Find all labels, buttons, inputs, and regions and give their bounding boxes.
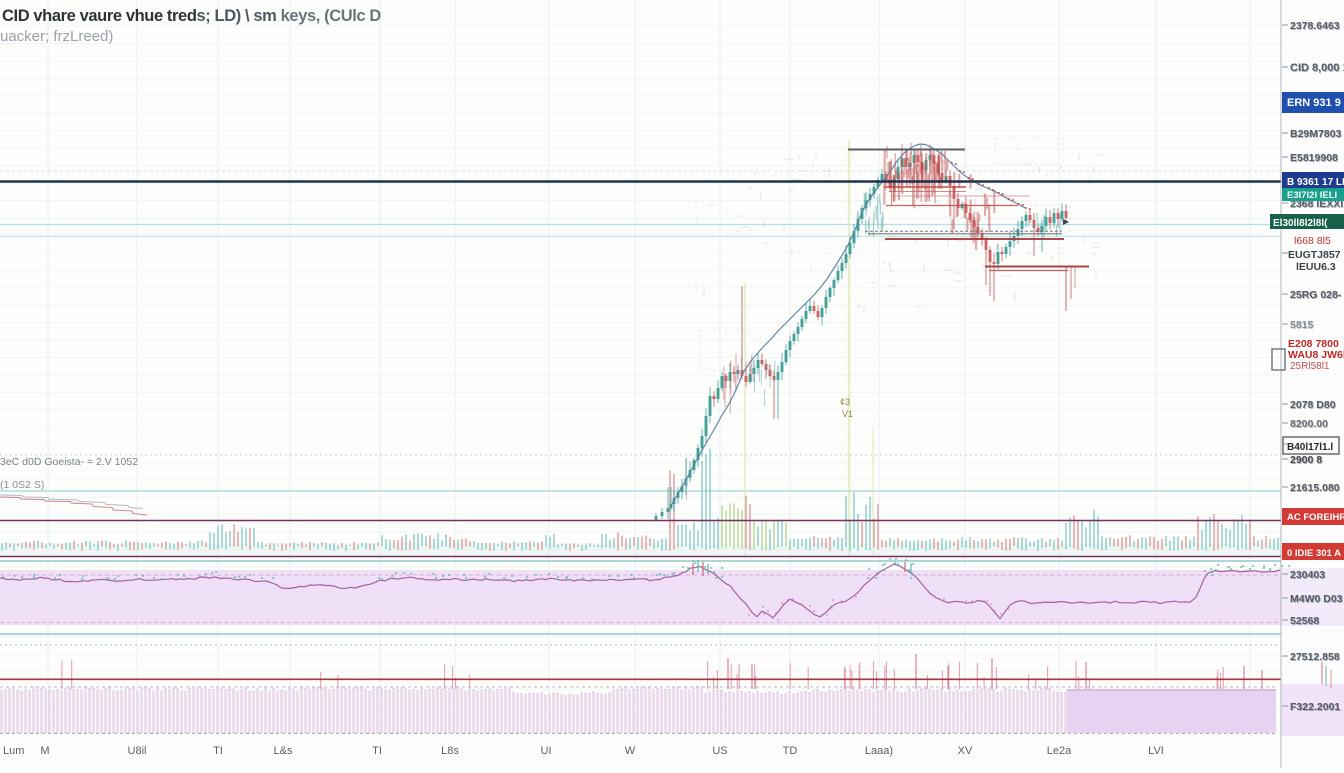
svg-text:E208 7800: E208 7800 (1288, 338, 1339, 350)
svg-text:LVI: LVI (1148, 745, 1164, 757)
svg-text:TI: TI (372, 745, 382, 757)
svg-text:CID 8,000 1: CID 8,000 1 (1290, 62, 1344, 74)
svg-text:l668 8l5: l668 8l5 (1294, 235, 1331, 247)
svg-text:25RG 028-: 25RG 028- (1291, 290, 1343, 302)
svg-text:AC FORElHR: AC FORElHR (1287, 512, 1344, 523)
svg-text:21615.080: 21615.080 (1290, 482, 1340, 494)
svg-text:2378.6463: 2378.6463 (1291, 21, 1341, 33)
svg-text:8200.00: 8200.00 (1291, 419, 1329, 431)
svg-text:E5819908: E5819908 (1291, 153, 1339, 165)
svg-text:0 IDlE 301 A: 0 IDlE 301 A (1287, 548, 1341, 559)
svg-text:El30ll8l2l8l(: El30ll8l2l8l( (1273, 218, 1328, 229)
svg-text:M4W0 D03: M4W0 D03 (1291, 594, 1344, 606)
svg-text:EUGTJ857: EUGTJ857 (1288, 249, 1341, 261)
svg-text:2900 8: 2900 8 (1290, 454, 1322, 466)
svg-text:XV: XV (958, 745, 973, 757)
svg-text:230403: 230403 (1290, 569, 1325, 581)
svg-text:CID vhare vaure vhue treds; LD: CID vhare vaure vhue treds; LD) \ sm key… (2, 7, 381, 25)
svg-text:L&s: L&s (274, 745, 293, 757)
svg-text:B29M7803: B29M7803 (1291, 129, 1343, 141)
svg-text:L8s: L8s (441, 745, 459, 757)
svg-text:52568: 52568 (1291, 616, 1320, 628)
svg-text:F322.2001: F322.2001 (1291, 702, 1341, 714)
svg-text:Le2a: Le2a (1047, 745, 1072, 757)
svg-text:B 9361 17 LE: B 9361 17 LE (1287, 177, 1344, 188)
svg-text:CID 8,000 1: CID 8,000 1 (1291, 63, 1344, 75)
svg-text:M: M (40, 745, 49, 757)
svg-text:TI: TI (213, 745, 223, 757)
svg-text:2900 8: 2900 8 (1291, 455, 1323, 467)
svg-text:UI: UI (541, 745, 552, 757)
svg-text:5815: 5815 (1290, 319, 1314, 331)
svg-text:2078 D80: 2078 D80 (1291, 400, 1337, 412)
svg-text:E3l7l2l lELl: E3l7l2l lELl (1287, 190, 1337, 201)
svg-text:5815: 5815 (1291, 320, 1315, 332)
svg-text:US: US (712, 745, 727, 757)
svg-text:27512.858: 27512.858 (1290, 651, 1340, 663)
svg-text:WAU8 JW6l5: WAU8 JW6l5 (1288, 349, 1344, 361)
svg-text:2368 lEXXl: 2368 lEXXl (1291, 199, 1344, 211)
svg-text:W: W (625, 745, 636, 757)
svg-text:52568: 52568 (1290, 615, 1319, 627)
svg-text:21615.080: 21615.080 (1291, 483, 1341, 495)
svg-text:25Rl58l1: 25Rl58l1 (1290, 361, 1330, 372)
svg-text:V1: V1 (842, 409, 853, 419)
svg-text:uacker; frzLreed): uacker; frzLreed) (0, 28, 113, 45)
svg-text:ERN 931 9: ERN 931 9 (1287, 97, 1341, 109)
svg-text:E5819908: E5819908 (1290, 152, 1338, 164)
svg-text:(1 0S2 S): (1 0S2 S) (0, 479, 44, 491)
svg-text:F322.2001: F322.2001 (1290, 701, 1340, 713)
svg-text:230403: 230403 (1291, 570, 1326, 582)
svg-text:Lum: Lum (3, 745, 24, 757)
svg-text:2378.6463: 2378.6463 (1290, 20, 1340, 32)
svg-text:B29M7803: B29M7803 (1290, 128, 1342, 140)
svg-text:8200.00: 8200.00 (1290, 418, 1328, 430)
svg-text:Laaa): Laaa) (865, 745, 893, 757)
svg-text:U8il: U8il (128, 745, 147, 757)
svg-text:TD: TD (783, 745, 798, 757)
svg-text:¢3: ¢3 (840, 397, 850, 407)
svg-text:3eC d0D Goeista- = 2.V 1052: 3eC d0D Goeista- = 2.V 1052 (0, 456, 138, 468)
svg-text:B40l17l1.l: B40l17l1.l (1287, 442, 1333, 453)
svg-text:25RG 028-: 25RG 028- (1290, 289, 1342, 301)
svg-text:2078 D80: 2078 D80 (1290, 399, 1336, 411)
svg-text:M4W0 D03: M4W0 D03 (1290, 593, 1343, 605)
svg-text:lEUU6.3: lEUU6.3 (1296, 261, 1336, 273)
svg-text:27512.858: 27512.858 (1291, 652, 1341, 664)
